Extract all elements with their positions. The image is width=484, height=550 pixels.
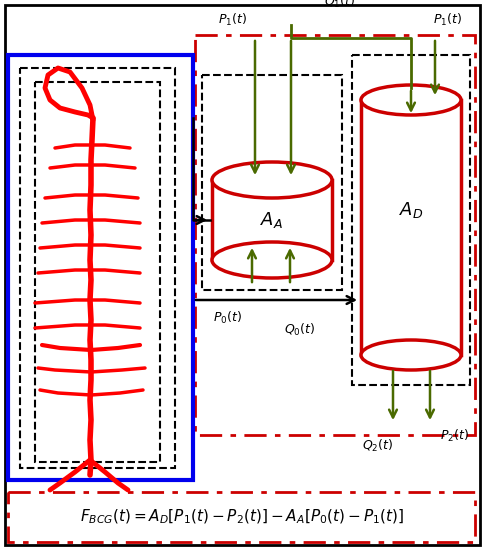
Text: $F_{BCG}(t) = A_D[P_1(t) - P_2(t)] - A_A[P_0(t) - P_1(t)]$: $F_{BCG}(t) = A_D[P_1(t) - P_2(t)] - A_A…: [80, 508, 404, 526]
Text: $P_1(t)$: $P_1(t)$: [433, 12, 462, 28]
Ellipse shape: [360, 85, 460, 115]
Bar: [351, 55, 469, 385]
Text: $A_A$: $A_A$: [260, 210, 283, 230]
Bar: [8, 492, 474, 542]
Text: $Q_1(t)$: $Q_1(t)$: [324, 0, 355, 10]
Bar: [8, 55, 193, 480]
Ellipse shape: [212, 162, 332, 198]
Text: $A_D$: $A_D$: [398, 200, 423, 220]
Bar: [201, 75, 341, 290]
Text: $Q_2(t)$: $Q_2(t)$: [362, 438, 393, 454]
Bar: [195, 35, 474, 435]
Text: $P_0(t)$: $P_0(t)$: [213, 310, 242, 326]
Bar: [35, 82, 160, 462]
Text: $P_2(t)$: $P_2(t)$: [439, 428, 469, 444]
Bar: [20, 68, 175, 468]
Ellipse shape: [212, 242, 332, 278]
Ellipse shape: [360, 340, 460, 370]
Text: $Q_0(t)$: $Q_0(t)$: [284, 322, 315, 338]
Text: $P_1(t)$: $P_1(t)$: [218, 12, 247, 28]
